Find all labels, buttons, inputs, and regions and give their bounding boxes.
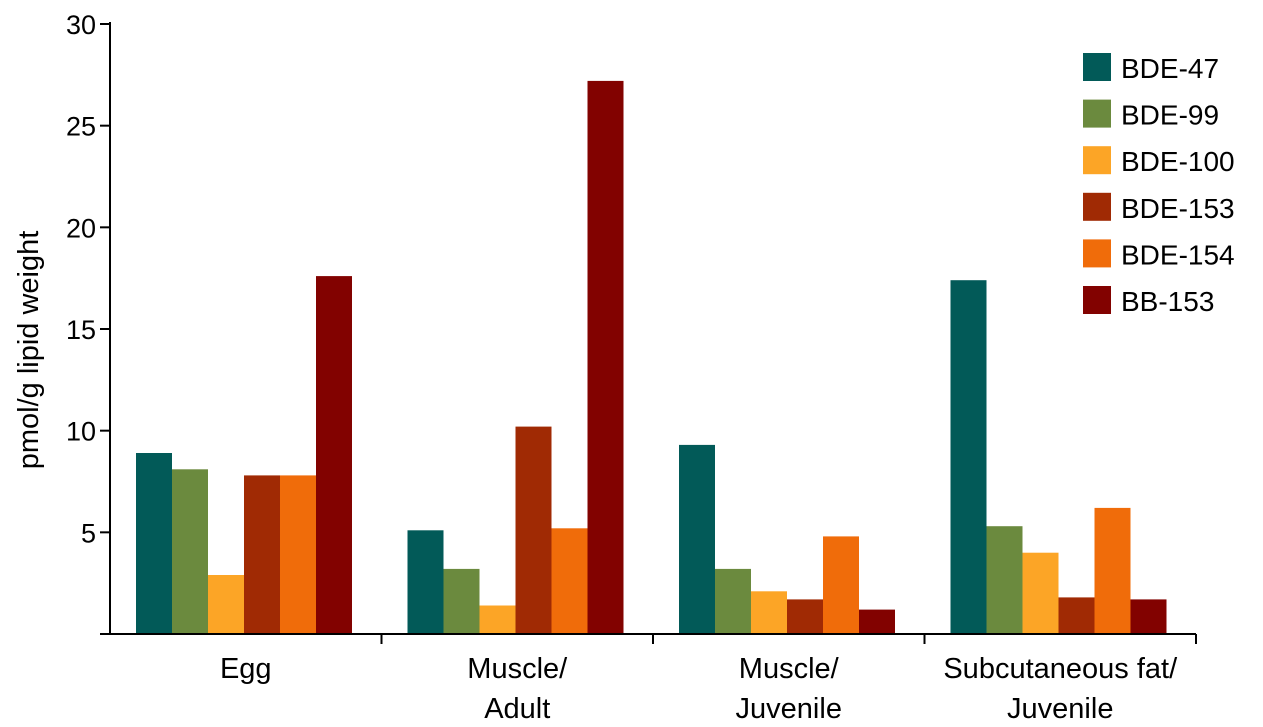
- legend-label: BDE-47: [1121, 53, 1219, 84]
- bar-bde-100-cat-2: [751, 591, 787, 634]
- x-category-label: Egg: [220, 653, 272, 685]
- bar-bde-100-cat-3: [1022, 552, 1059, 634]
- bar-bb-153-cat-1: [587, 80, 624, 634]
- bar-bde-153-cat-2: [787, 599, 823, 634]
- legend-swatch: [1083, 146, 1111, 175]
- y-ticks-group: 5 10 15 20 25 30: [66, 10, 110, 548]
- x-category-label: Subcutaneous fat/: [943, 653, 1178, 685]
- bar-bb-153-cat-3: [1130, 599, 1167, 634]
- legend: BDE-47 BDE-99 BDE-100 BDE-153 BDE-154 BB-153: [1083, 53, 1235, 317]
- bar-bde-99-cat-0: [172, 469, 208, 634]
- y-tick-label: 30: [66, 10, 96, 40]
- bar-bde-47-cat-1: [407, 530, 444, 634]
- bar-bde-47-cat-0: [136, 453, 172, 634]
- x-category-label: Juvenile: [1007, 693, 1113, 725]
- bar-bde-153-cat-1: [515, 426, 552, 634]
- bar-bde-154-cat-3: [1094, 507, 1131, 634]
- bar-bb-153-cat-2: [859, 609, 895, 634]
- bar-bde-100-cat-0: [208, 575, 244, 634]
- bar-bde-154-cat-2: [823, 536, 859, 634]
- y-axis-title: pmol/g lipid weight: [13, 231, 45, 470]
- bar-bde-47-cat-3: [950, 280, 987, 634]
- legend-label: BDE-100: [1121, 146, 1235, 177]
- y-tick-label: 10: [66, 417, 96, 447]
- x-category-label: Adult: [484, 693, 550, 725]
- legend-swatch: [1083, 192, 1111, 221]
- x-category-label: Juvenile: [736, 693, 842, 725]
- category-labels-group: Egg Muscle/Adult Muscle/Juvenile Subcutaneo…: [220, 653, 1178, 725]
- bar-bde-99-cat-3: [986, 526, 1023, 634]
- legend-label: BDE-154: [1121, 239, 1235, 270]
- bar-bde-99-cat-1: [443, 568, 480, 634]
- legend-swatch: [1083, 286, 1111, 314]
- legend-swatch: [1083, 99, 1111, 128]
- bars-group: [136, 80, 1167, 634]
- y-tick-label: 5: [81, 518, 96, 548]
- bar-bde-153-cat-0: [244, 475, 280, 634]
- legend-swatch: [1083, 53, 1111, 81]
- bar-bde-154-cat-0: [280, 475, 316, 634]
- legend-label: BB-153: [1121, 286, 1214, 317]
- bar-bde-47-cat-2: [679, 444, 715, 634]
- x-category-label: Muscle/: [467, 653, 568, 685]
- bar-bb-153-cat-0: [316, 276, 352, 634]
- bar-bde-99-cat-2: [715, 568, 751, 634]
- y-tick-label: 25: [66, 112, 96, 142]
- legend-label: BDE-99: [1121, 100, 1219, 131]
- x-category-label: Muscle/: [739, 653, 840, 685]
- legend-swatch: [1083, 239, 1111, 268]
- bar-bde-153-cat-3: [1058, 597, 1095, 634]
- bar-bde-154-cat-1: [551, 528, 588, 634]
- y-tick-label: 15: [66, 315, 96, 345]
- legend-label: BDE-153: [1121, 193, 1235, 224]
- bar-bde-100-cat-1: [479, 605, 516, 634]
- y-tick-label: 20: [66, 213, 96, 243]
